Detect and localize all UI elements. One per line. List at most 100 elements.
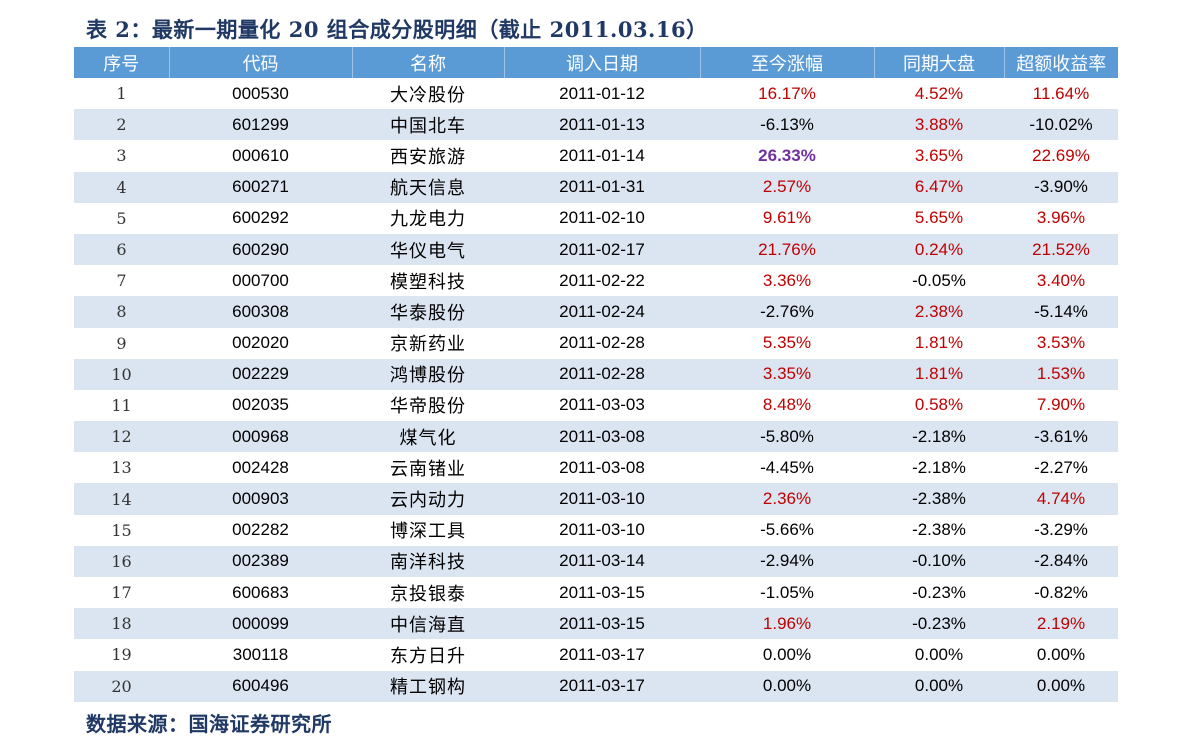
cell-market: 0.00% <box>914 644 964 664</box>
table-row: 11 002035 华帝股份 2011-03-03 8.48% 0.58% 7.90% <box>74 389 1118 422</box>
cell-entry-date: 2011-03-17 <box>559 644 645 664</box>
cell-excess: 2.19% <box>1036 613 1086 633</box>
table-body: 1 000530 大冷股份 2011-01-12 16.17% 4.52% 11.64% 2 6… <box>74 78 1118 702</box>
table-row: 9 002020 京新药业 2011-02-28 5.35% 1.81% 3.53% <box>74 327 1118 359</box>
cell-seq: 12 <box>111 427 132 447</box>
cell-stock-name: 华帝股份 <box>390 396 466 418</box>
cell-gain: -5.80% <box>760 426 814 446</box>
cell-gain: 8.48% <box>762 395 812 415</box>
data-source-note: 数据来源：国海证券研究所 <box>86 712 332 736</box>
header-gain: 至今涨幅 <box>699 47 874 78</box>
cell-excess: 21.52% <box>1032 239 1090 259</box>
cell-stock-code: 000903 <box>232 489 289 509</box>
cell-market: 0.58% <box>914 395 964 415</box>
cell-excess: 11.64% <box>1032 83 1090 103</box>
cell-entry-date: 2011-01-14 <box>559 145 645 165</box>
cell-stock-name: 云南锗业 <box>390 458 466 480</box>
cell-seq: 19 <box>111 645 132 665</box>
cell-entry-date: 2011-02-28 <box>559 364 645 384</box>
table-row: 7 000700 模塑科技 2011-02-22 3.36% -0.05% 3.40% <box>74 265 1118 297</box>
cell-gain: -1.05% <box>760 582 814 602</box>
cell-seq: 16 <box>111 551 132 571</box>
cell-market: -0.10% <box>912 551 966 571</box>
cell-seq: 20 <box>111 676 132 696</box>
header-market: 同期大盘 <box>873 47 1004 78</box>
cell-seq: 3 <box>116 146 127 166</box>
cell-stock-name: 大冷股份 <box>390 84 466 106</box>
cell-seq: 13 <box>111 458 132 478</box>
cell-entry-date: 2011-01-12 <box>559 83 645 103</box>
cell-excess: -3.29% <box>1034 520 1088 540</box>
cell-stock-code: 600496 <box>232 676 289 696</box>
table-row: 13 002428 云南锗业 2011-03-08 -4.45% -2.18% -2.27% <box>74 452 1118 484</box>
cell-stock-name: 中国北车 <box>390 115 466 137</box>
cell-entry-date: 2011-03-14 <box>559 551 645 571</box>
cell-excess: 1.53% <box>1036 364 1086 384</box>
cell-stock-code: 002020 <box>232 333 289 353</box>
cell-market: 0.00% <box>914 676 964 696</box>
cell-market: 3.65% <box>914 145 964 165</box>
cell-excess: -10.02% <box>1029 114 1093 134</box>
cell-stock-code: 000968 <box>232 426 289 446</box>
cell-stock-name: 九龙电力 <box>390 209 466 231</box>
cell-seq: 10 <box>111 364 132 384</box>
cell-entry-date: 2011-03-15 <box>559 613 645 633</box>
cell-market: -2.18% <box>912 426 966 446</box>
cell-seq: 17 <box>111 583 132 603</box>
cell-stock-name: 西安旅游 <box>390 146 466 168</box>
cell-market: 2.38% <box>914 301 964 321</box>
holdings-table: 序号 代码 名称 调入日期 至今涨幅 同期大盘 超额收益率 1 000530 大冷股… <box>74 47 1118 702</box>
header-date: 调入日期 <box>503 47 700 78</box>
cell-seq: 4 <box>116 177 127 197</box>
cell-seq: 5 <box>116 208 127 228</box>
cell-stock-code: 600683 <box>232 582 289 602</box>
cell-market: 6.47% <box>914 177 964 197</box>
cell-entry-date: 2011-03-15 <box>559 582 645 602</box>
cell-entry-date: 2011-01-31 <box>559 177 645 197</box>
cell-stock-name: 精工钢构 <box>390 677 466 699</box>
cell-gain: -5.66% <box>760 520 814 540</box>
header-row: 序号 代码 名称 调入日期 至今涨幅 同期大盘 超额收益率 <box>74 47 1118 78</box>
cell-excess: -2.84% <box>1034 551 1088 571</box>
table-row: 8 600308 华泰股份 2011-02-24 -2.76% 2.38% -5.14% <box>74 296 1118 328</box>
header-seq: 序号 <box>103 53 140 75</box>
cell-market: 3.88% <box>914 114 964 134</box>
cell-excess: 22.69% <box>1032 145 1090 165</box>
cell-gain: -2.76% <box>760 301 814 321</box>
cell-seq: 2 <box>116 115 127 135</box>
table-title: 表 2：最新一期量化 20 组合成分股明细（截止 2011.03.16） <box>86 17 708 42</box>
cell-gain: 0.00% <box>762 676 812 696</box>
cell-market: -2.38% <box>912 489 966 509</box>
cell-gain: 1.96% <box>762 613 812 633</box>
header-name: 名称 <box>351 47 504 78</box>
cell-excess: 7.90% <box>1036 395 1086 415</box>
table-row: 19 300118 东方日升 2011-03-17 0.00% 0.00% 0.00% <box>74 639 1118 671</box>
cell-market: 5.65% <box>914 208 964 228</box>
cell-stock-name: 京投银泰 <box>390 583 466 605</box>
cell-excess: -3.90% <box>1034 177 1088 197</box>
table-row: 12 000968 煤气化 2011-03-08 -5.80% -2.18% -3.61% <box>74 421 1118 453</box>
table-row: 18 000099 中信海直 2011-03-15 1.96% -0.23% 2.19% <box>74 608 1118 640</box>
header-excess: 超额收益率 <box>1003 47 1118 78</box>
table-row: 17 600683 京投银泰 2011-03-15 -1.05% -0.23% -0.82% <box>74 577 1118 609</box>
cell-seq: 14 <box>111 489 132 509</box>
cell-entry-date: 2011-03-08 <box>559 457 645 477</box>
cell-gain: 0.00% <box>762 644 812 664</box>
cell-gain: 3.35% <box>762 364 812 384</box>
cell-stock-name: 博深工具 <box>390 521 466 543</box>
cell-stock-name: 华仪电气 <box>390 240 466 262</box>
cell-seq: 7 <box>116 271 127 291</box>
table-row: 2 601299 中国北车 2011-01-13 -6.13% 3.88% -10.02% <box>74 109 1118 141</box>
cell-market: -0.23% <box>912 582 966 602</box>
table-row: 6 600290 华仪电气 2011-02-17 21.76% 0.24% 21.52% <box>74 233 1118 266</box>
cell-seq: 15 <box>111 520 132 540</box>
cell-gain: -2.94% <box>760 551 814 571</box>
cell-seq: 9 <box>116 333 127 353</box>
cell-stock-name: 华泰股份 <box>390 302 466 324</box>
cell-stock-code: 000530 <box>232 83 289 103</box>
cell-stock-code: 002389 <box>232 551 289 571</box>
cell-seq: 8 <box>116 302 127 322</box>
table-row: 3 000610 西安旅游 2011-01-14 26.33% 3.65% 22.69% <box>74 140 1118 172</box>
cell-excess: -0.82% <box>1034 582 1088 602</box>
cell-stock-code: 002035 <box>232 395 289 415</box>
